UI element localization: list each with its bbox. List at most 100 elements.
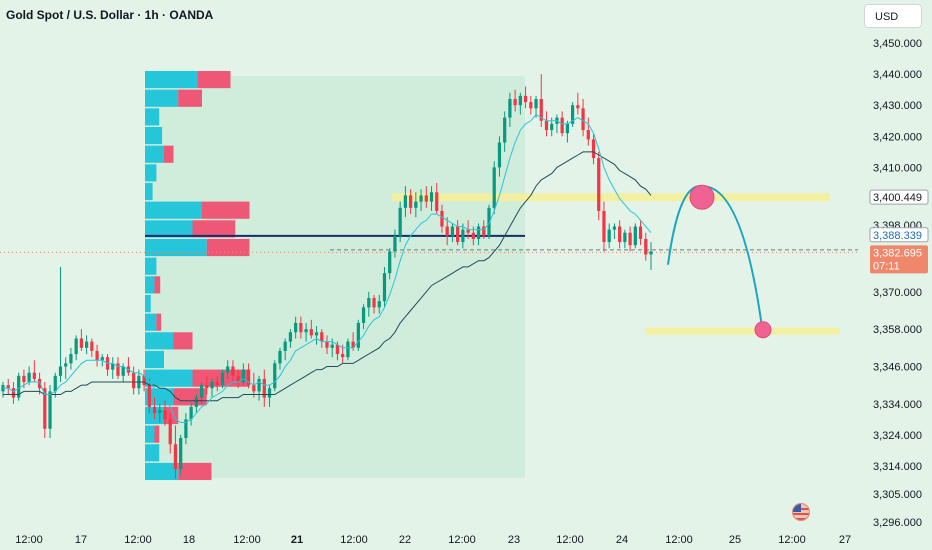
candle-body — [633, 226, 637, 246]
volume-profile-bar-up — [145, 145, 164, 163]
time-axis-label: 12:00 — [124, 534, 152, 546]
last-price-countdown: 07:11 — [873, 260, 900, 272]
candle-body — [6, 385, 10, 389]
candle-body — [367, 298, 371, 308]
ema-slow-line — [3, 151, 652, 402]
volume-profile-bar-down — [154, 425, 160, 443]
candle-body — [628, 232, 632, 246]
volume-profile-bar-up — [145, 462, 179, 481]
candle-body — [335, 344, 340, 355]
candle-body — [132, 372, 136, 389]
candle-body — [262, 378, 266, 398]
candle-body — [487, 207, 491, 236]
candle-body — [299, 322, 303, 333]
time-axis-label: 12:00 — [448, 534, 476, 546]
price-axis-label: 3,324.000 — [873, 430, 922, 442]
symbol-title[interactable]: Gold Spot / U.S. Dollar · 1h · OANDA — [6, 8, 214, 22]
candle-body — [152, 406, 157, 414]
candle-body — [351, 341, 355, 348]
candle-body — [476, 226, 481, 239]
price-axis-label: 3,305.000 — [873, 489, 922, 501]
candle-body — [147, 385, 151, 407]
candle-body — [226, 366, 230, 373]
price-axis-label: 3,410.000 — [873, 162, 922, 174]
volume-profile-bar-up — [145, 126, 163, 145]
candle-body — [518, 95, 522, 106]
candle-body — [58, 366, 63, 376]
volume-profile-bar-down — [178, 462, 212, 481]
time-axis-label: 12:00 — [778, 534, 806, 546]
volume-profile-bar-down — [164, 145, 174, 163]
candle-body — [612, 226, 617, 230]
volume-profile-bar-up — [145, 332, 174, 350]
candle-body — [471, 232, 475, 239]
time-axis-label: 12:00 — [665, 534, 693, 546]
candle-body — [393, 235, 397, 252]
volume-profile-bar-up — [145, 388, 174, 406]
candle-body — [581, 108, 585, 131]
candle-body — [508, 98, 512, 118]
candle-body — [482, 226, 486, 236]
volume-profile-bar-up — [145, 70, 198, 89]
price-axis-label: 3,420.000 — [873, 131, 922, 143]
candle-body — [550, 123, 554, 131]
candle-body — [163, 410, 167, 420]
candle-body — [560, 117, 564, 134]
candle-body — [189, 406, 193, 420]
candle-body — [142, 375, 146, 386]
volume-profile-bar-up — [145, 425, 155, 443]
ema-fast-line — [3, 113, 652, 423]
candle-body — [450, 226, 455, 236]
candle-body — [341, 354, 345, 358]
candle-body — [539, 98, 543, 121]
candle-body — [84, 341, 89, 348]
price-axis-background — [860, 0, 932, 550]
price-axis-label: 3,450.000 — [873, 38, 922, 50]
candle-body — [544, 120, 549, 131]
candle-body — [95, 350, 99, 361]
time-axis-label: 23 — [508, 534, 520, 546]
candle-body — [64, 363, 68, 367]
candle-body — [173, 444, 178, 470]
volume-profile-bar-down — [202, 201, 250, 219]
candle-body — [382, 273, 387, 302]
volume-profile-bar-up — [145, 220, 193, 238]
volume-profile-bar-up — [145, 89, 179, 107]
volume-profile-bar-down — [156, 313, 162, 331]
time-axis-label: 12:00 — [233, 534, 261, 546]
candle-body — [623, 232, 627, 243]
candle-body — [644, 238, 648, 255]
candle-body — [346, 341, 350, 358]
time-axis-label: 24 — [616, 534, 628, 546]
price-tag-poc-bg — [869, 227, 929, 243]
price-axis-label: 3,370.000 — [873, 287, 922, 299]
candle-body — [283, 341, 287, 351]
time-axis-label: 18 — [183, 534, 195, 546]
price-axis-label: 3,440.000 — [873, 69, 922, 81]
candle-body — [17, 375, 21, 398]
volume-profile-bar-up — [145, 238, 207, 257]
candle-body — [565, 123, 570, 134]
candle-body — [199, 385, 204, 398]
candle-body — [304, 329, 308, 333]
resistance-zone — [392, 193, 830, 202]
candle-body — [372, 298, 376, 308]
candle-body — [205, 385, 209, 389]
candle-body — [534, 98, 538, 109]
volume-profile-bar-down — [173, 332, 193, 350]
candle-body — [570, 105, 575, 124]
candle-body — [320, 332, 324, 342]
currency-button[interactable]: USD — [864, 4, 922, 28]
candle-body — [11, 388, 16, 398]
candle-body — [231, 366, 235, 376]
candle-body — [168, 419, 172, 445]
candle-body — [586, 130, 590, 140]
volume-profile-bar-down — [178, 89, 202, 107]
last-price-tag-bg — [870, 245, 928, 274]
us-flag-icon[interactable] — [792, 503, 810, 521]
candle-body — [79, 338, 84, 348]
price-axis-label: 3,358.000 — [873, 324, 922, 336]
candle-body — [32, 372, 36, 379]
